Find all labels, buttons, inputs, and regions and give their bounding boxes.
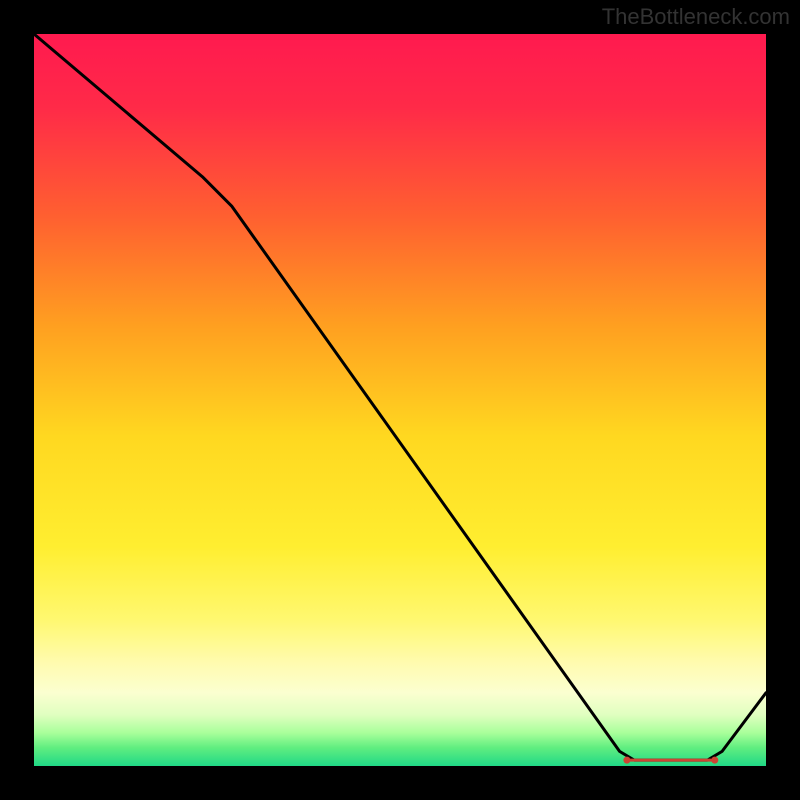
bottleneck-chart [0, 0, 800, 800]
attribution-label: TheBottleneck.com [602, 4, 790, 30]
plot-background [34, 34, 766, 766]
chart-container: TheBottleneck.com [0, 0, 800, 800]
